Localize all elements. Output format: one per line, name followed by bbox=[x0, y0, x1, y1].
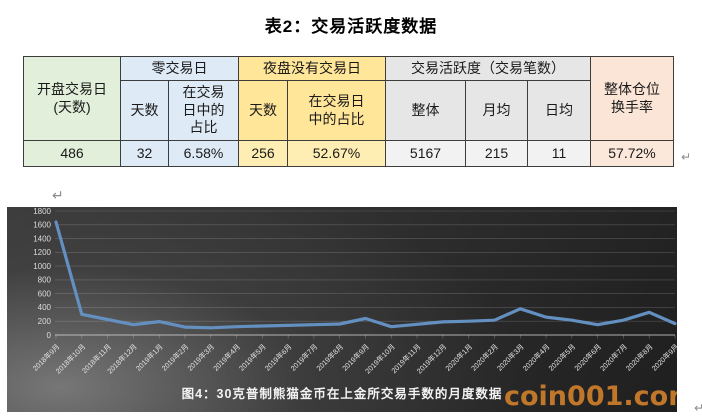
x-axis-label: 2020年1月 bbox=[443, 342, 474, 373]
header-zero-days: 天数 bbox=[120, 80, 169, 141]
cell-zero-ratio: 6.58% bbox=[168, 140, 239, 167]
cell-night-days: 256 bbox=[238, 140, 288, 167]
y-axis-label: 1200 bbox=[33, 248, 51, 257]
cell-open-days: 486 bbox=[23, 140, 121, 167]
cell-zero-days: 32 bbox=[120, 140, 169, 167]
y-axis-label: 800 bbox=[38, 276, 52, 285]
header-turnover: 整体仓位 换手率 bbox=[590, 56, 674, 141]
y-axis-label: 1600 bbox=[33, 221, 51, 230]
header-overall: 整体 bbox=[385, 80, 466, 141]
chart-line-series bbox=[54, 220, 677, 330]
header-night-days: 天数 bbox=[238, 80, 288, 141]
paragraph-mark: ↵ bbox=[681, 150, 692, 164]
x-axis-label: 2020年8月 bbox=[624, 342, 655, 373]
line-chart: 0200400600800100012001400160018002018年9月… bbox=[31, 207, 677, 376]
x-axis-label: 2019年5月 bbox=[237, 342, 268, 373]
cell-turnover: 57.72% bbox=[590, 140, 674, 167]
table-title: 表2：交易活跃度数据 bbox=[264, 17, 438, 36]
x-axis-label: 2020年4月 bbox=[521, 342, 552, 373]
header-activity-group: 交易活跃度（交易笔数） bbox=[385, 56, 591, 81]
y-axis-label: 0 bbox=[47, 331, 52, 340]
y-axis-label: 600 bbox=[38, 289, 52, 298]
x-axis-label: 2020年3月 bbox=[495, 342, 526, 373]
paragraph-mark: ↵ bbox=[694, 401, 702, 415]
y-axis-label: 400 bbox=[38, 303, 52, 312]
x-axis-label: 2020年2月 bbox=[469, 342, 500, 373]
x-axis-label: 2019年2月 bbox=[160, 342, 191, 373]
x-axis-label: 2019年7月 bbox=[289, 342, 320, 373]
y-axis-label: 1800 bbox=[33, 207, 51, 216]
cell-overall: 5167 bbox=[385, 140, 466, 167]
header-monthly: 月均 bbox=[465, 80, 528, 141]
x-axis-label: 2019年1月 bbox=[134, 342, 165, 373]
x-axis-label: 2019年8月 bbox=[314, 342, 345, 373]
header-daily: 日均 bbox=[527, 80, 591, 141]
y-axis-label: 200 bbox=[38, 317, 52, 326]
header-zero-group: 零交易日 bbox=[120, 56, 239, 81]
header-night-ratio: 在交易日 中的占比 bbox=[287, 80, 386, 141]
header-zero-ratio: 在交易 日中的 占比 bbox=[168, 80, 239, 141]
y-axis-label: 1000 bbox=[33, 262, 51, 271]
x-axis-label: 2020年5月 bbox=[547, 342, 578, 373]
paragraph-mark: ↵ bbox=[52, 187, 64, 203]
chart-figure: 0 200 400 600 800 1000 1200 1400 1600 1800 2018年9月… bbox=[7, 207, 677, 412]
activity-data-table: 开盘交易日 (天数) 零交易日 夜盘没有交易日 交易活跃度（交易笔数） 整体仓位… bbox=[23, 56, 674, 167]
cell-daily: 11 bbox=[527, 140, 591, 167]
x-axis-label: 2019年4月 bbox=[211, 342, 242, 373]
x-axis-label: 2019年3月 bbox=[185, 342, 216, 373]
cell-night-ratio: 52.67% bbox=[287, 140, 386, 167]
x-axis-label: 2020年9月 bbox=[650, 342, 677, 373]
header-night-group: 夜盘没有交易日 bbox=[238, 56, 386, 81]
x-axis-label: 2019年6月 bbox=[263, 342, 294, 373]
chart-caption: 图4：30克普制熊猫金币在上金所交易手数的月度数据 bbox=[181, 387, 503, 401]
x-axis-label: 2020年7月 bbox=[598, 342, 629, 373]
watermark: coin001.com bbox=[504, 381, 677, 412]
cell-monthly: 215 bbox=[465, 140, 528, 167]
y-axis-label: 1400 bbox=[33, 234, 51, 243]
x-axis-label: 2020年6月 bbox=[572, 342, 603, 373]
header-open-days: 开盘交易日 (天数) bbox=[23, 56, 121, 141]
